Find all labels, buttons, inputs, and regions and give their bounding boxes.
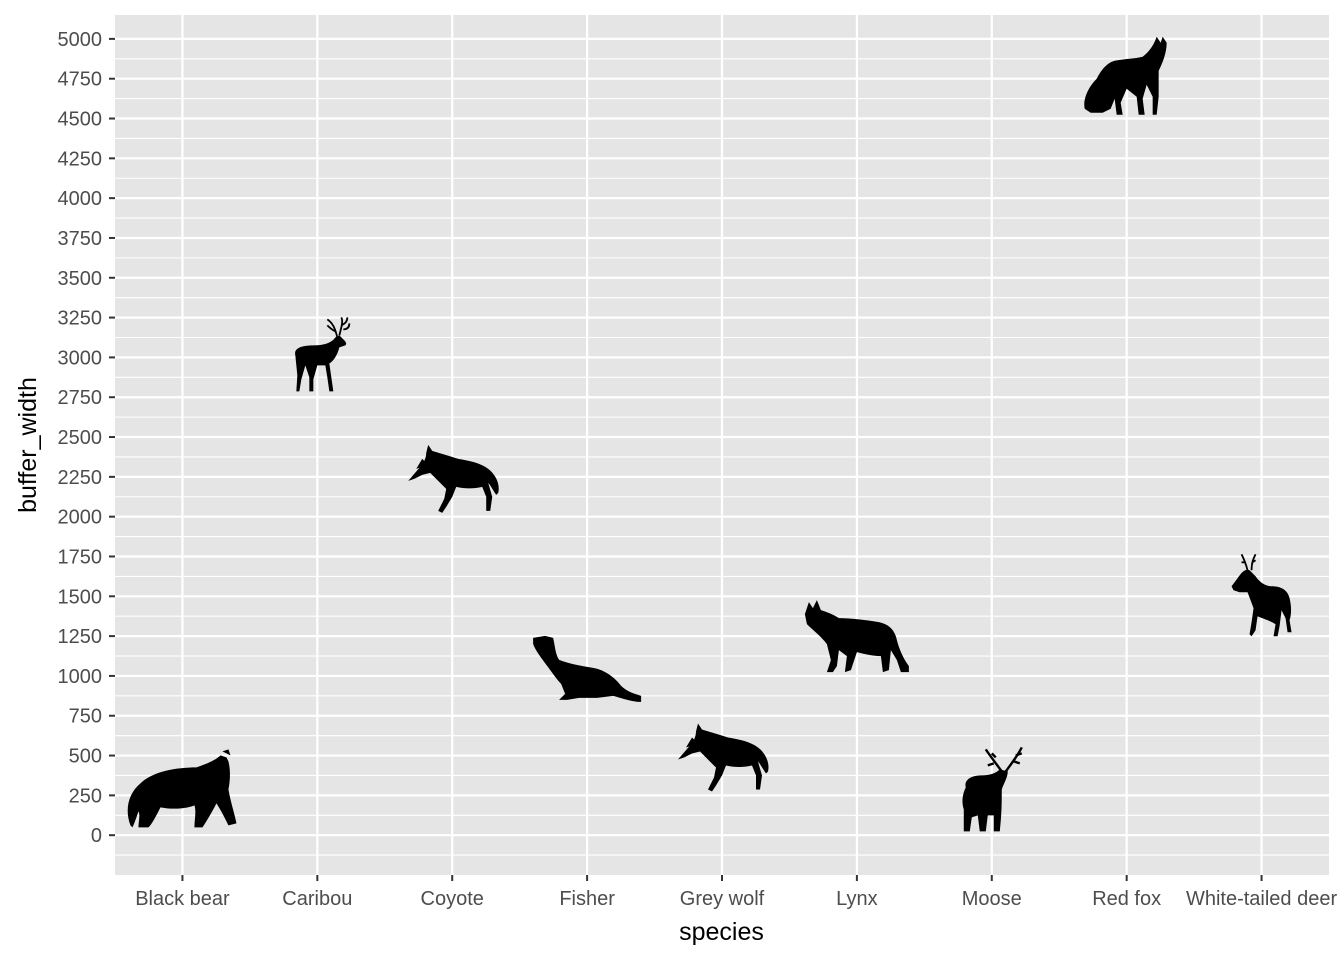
y-tick-label: 750 xyxy=(69,706,102,728)
wolf-icon xyxy=(678,723,769,792)
x-tick-label: Caribou xyxy=(282,888,352,910)
x-axis-ticks: Black bear Caribou Coyote Fisher Grey wolf Ly… xyxy=(135,875,1337,910)
y-tick-label: 4250 xyxy=(58,148,103,170)
x-tick-label: Moose xyxy=(962,888,1022,910)
x-tick-label: Red fox xyxy=(1092,888,1161,910)
y-tick-label: 3250 xyxy=(58,308,103,330)
x-tick-label: Lynx xyxy=(836,888,878,910)
x-tick-label: Black bear xyxy=(135,888,230,910)
y-tick-label: 250 xyxy=(69,785,102,807)
y-tick-label: 1000 xyxy=(58,666,103,688)
y-tick-label: 1750 xyxy=(58,546,103,568)
x-tick-label: Grey wolf xyxy=(680,888,765,910)
caribou-icon xyxy=(295,317,351,392)
fox-icon xyxy=(1084,36,1167,115)
y-tick-label: 4500 xyxy=(58,109,103,131)
y-tick-label: 5000 xyxy=(58,29,103,51)
data-points xyxy=(127,36,1292,832)
moose-icon xyxy=(962,746,1023,832)
y-tick-label: 1500 xyxy=(58,586,103,608)
bear-icon xyxy=(127,749,237,828)
y-axis-title: buffer_width xyxy=(14,377,42,513)
y-tick-label: 3000 xyxy=(58,347,103,369)
y-tick-label: 2250 xyxy=(58,467,103,489)
y-tick-label: 4750 xyxy=(58,69,103,91)
y-tick-label: 2500 xyxy=(58,427,103,449)
y-tick-label: 500 xyxy=(69,746,102,768)
x-tick-label: Coyote xyxy=(421,888,484,910)
y-tick-label: 0 xyxy=(91,825,102,847)
y-axis-ticks: 0 250 500 750 1000 1250 1500 1750 2000 2250 2500 27… xyxy=(58,29,115,847)
x-axis-title: species xyxy=(679,918,764,946)
y-tick-label: 1250 xyxy=(58,626,103,648)
x-tick-label: Fisher xyxy=(559,888,615,910)
fisher-icon xyxy=(533,635,642,702)
lynx-icon xyxy=(804,600,909,673)
y-tick-label: 4000 xyxy=(58,188,103,210)
deer-icon xyxy=(1231,553,1292,637)
y-tick-label: 2000 xyxy=(58,507,103,529)
y-tick-label: 3750 xyxy=(58,228,103,250)
y-tick-label: 2750 xyxy=(58,387,103,409)
x-tick-label: White-tailed deer xyxy=(1186,888,1338,910)
coyote-icon xyxy=(408,444,499,513)
y-tick-label: 3500 xyxy=(58,268,103,290)
